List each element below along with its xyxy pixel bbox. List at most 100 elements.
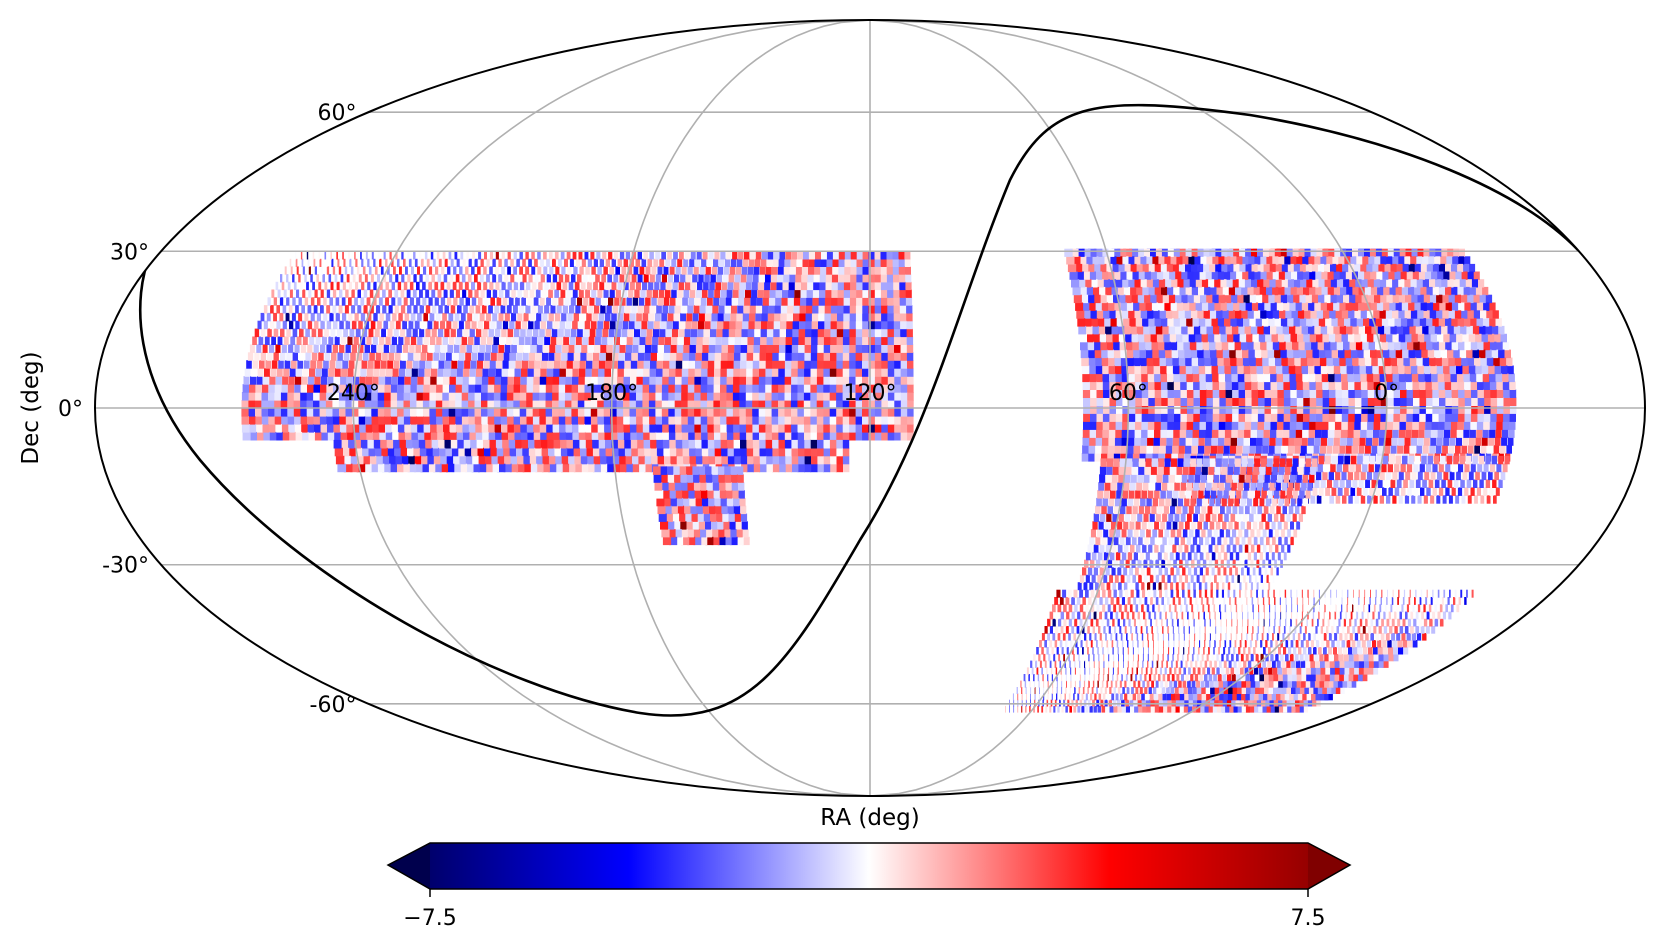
map-pixel bbox=[816, 384, 824, 393]
map-pixel bbox=[1125, 349, 1134, 359]
map-pixel bbox=[1284, 318, 1294, 327]
map-pixel bbox=[539, 328, 545, 338]
map-pixel bbox=[619, 344, 626, 353]
map-pixel bbox=[549, 344, 556, 353]
map-pixel bbox=[1308, 279, 1319, 288]
map-pixel bbox=[1356, 487, 1362, 496]
map-pixel bbox=[1364, 248, 1376, 257]
map-pixel bbox=[427, 320, 433, 330]
map-pixel bbox=[1173, 429, 1180, 438]
map-pixel bbox=[269, 344, 275, 353]
map-pixel bbox=[1481, 294, 1493, 304]
map-pixel bbox=[1087, 302, 1096, 311]
map-pixel bbox=[803, 251, 809, 260]
map-pixel bbox=[642, 424, 650, 433]
map-pixel bbox=[1271, 294, 1281, 304]
map-pixel bbox=[372, 336, 378, 345]
map-pixel bbox=[799, 312, 806, 322]
map-pixel bbox=[1151, 263, 1161, 273]
map-pixel bbox=[691, 466, 699, 475]
map-pixel bbox=[319, 416, 327, 425]
map-pixel bbox=[690, 251, 696, 260]
map-pixel bbox=[758, 376, 766, 385]
map-pixel bbox=[1444, 271, 1456, 280]
map-pixel bbox=[1178, 365, 1186, 375]
map-pixel bbox=[1445, 463, 1451, 473]
map-pixel bbox=[732, 289, 739, 298]
map-pixel bbox=[1430, 437, 1437, 446]
map-pixel bbox=[313, 258, 316, 267]
map-pixel bbox=[603, 416, 611, 425]
map-pixel bbox=[483, 281, 488, 291]
map-pixel bbox=[252, 336, 257, 345]
map-pixel bbox=[1488, 437, 1495, 446]
map-pixel bbox=[886, 266, 893, 275]
map-pixel bbox=[1295, 389, 1304, 398]
map-pixel bbox=[367, 312, 372, 322]
map-pixel bbox=[694, 455, 703, 465]
map-pixel bbox=[385, 281, 389, 291]
map-pixel bbox=[1392, 495, 1397, 504]
map-pixel bbox=[380, 266, 384, 275]
map-pixel bbox=[361, 360, 368, 369]
map-pixel bbox=[1487, 341, 1497, 351]
map-pixel bbox=[705, 490, 714, 499]
map-pixel bbox=[505, 289, 510, 298]
map-pixel bbox=[1365, 445, 1371, 454]
map-pixel bbox=[1460, 302, 1471, 311]
map-pixel bbox=[791, 336, 799, 345]
map-pixel bbox=[1231, 333, 1240, 343]
map-pixel bbox=[1323, 248, 1335, 257]
map-pixel bbox=[1442, 341, 1452, 351]
map-pixel bbox=[739, 368, 747, 377]
map-pixel bbox=[330, 281, 334, 291]
map-pixel bbox=[1203, 294, 1213, 304]
map-pixel bbox=[719, 408, 727, 417]
map-pixel bbox=[1380, 349, 1390, 359]
map-pixel bbox=[1146, 445, 1153, 454]
map-pixel bbox=[499, 416, 508, 425]
map-pixel bbox=[1339, 279, 1350, 288]
map-pixel bbox=[1507, 437, 1514, 446]
map-pixel bbox=[1415, 333, 1425, 343]
map-pixel bbox=[739, 360, 747, 369]
map-pixel bbox=[433, 463, 442, 473]
map-pixel bbox=[867, 312, 875, 322]
map-pixel bbox=[567, 312, 573, 322]
map-pixel bbox=[1269, 333, 1278, 343]
map-pixel bbox=[697, 521, 705, 530]
map-pixel bbox=[695, 352, 702, 361]
map-pixel bbox=[678, 328, 685, 338]
map-pixel bbox=[1434, 365, 1444, 375]
map-pixel bbox=[643, 447, 651, 457]
map-pixel bbox=[1461, 445, 1468, 454]
map-pixel bbox=[1238, 286, 1248, 296]
map-pixel bbox=[799, 297, 807, 306]
map-pixel bbox=[281, 344, 287, 353]
map-pixel bbox=[500, 384, 508, 393]
map-pixel bbox=[730, 474, 738, 483]
map-pixel bbox=[803, 368, 811, 377]
map-pixel bbox=[738, 505, 747, 515]
map-pixel bbox=[411, 266, 414, 275]
map-pixel bbox=[1351, 279, 1362, 288]
map-pixel bbox=[304, 297, 309, 306]
map-pixel bbox=[407, 251, 410, 260]
map-pixel bbox=[1404, 437, 1411, 446]
map-pixel bbox=[378, 297, 383, 306]
map-pixel bbox=[1082, 248, 1091, 257]
map-pixel bbox=[537, 336, 544, 345]
map-pixel bbox=[1438, 413, 1446, 422]
map-pixel bbox=[1211, 381, 1219, 390]
map-pixel bbox=[1192, 405, 1200, 414]
map-pixel bbox=[759, 352, 766, 361]
map-pixel bbox=[273, 312, 277, 322]
map-pixel bbox=[707, 447, 715, 457]
map-pixel bbox=[521, 297, 526, 306]
map-pixel bbox=[419, 455, 428, 465]
map-pixel bbox=[1294, 445, 1301, 454]
map-pixel bbox=[893, 352, 901, 361]
map-pixel bbox=[1449, 471, 1455, 481]
map-pixel bbox=[651, 266, 657, 275]
map-pixel bbox=[544, 281, 549, 291]
